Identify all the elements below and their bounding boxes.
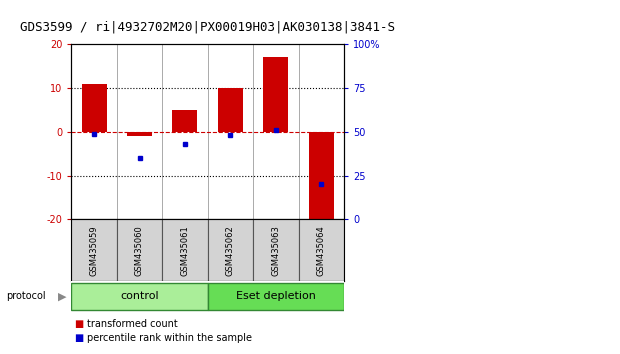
Bar: [208, 219, 253, 281]
Text: Eset depletion: Eset depletion: [236, 291, 316, 301]
Bar: [218, 88, 243, 132]
Bar: [162, 219, 208, 281]
Text: transformed count: transformed count: [87, 319, 177, 329]
Bar: [299, 219, 344, 281]
Text: GDS3599 / ri|4932702M20|PX00019H03|AK030138|3841-S: GDS3599 / ri|4932702M20|PX00019H03|AK030…: [20, 21, 395, 34]
Bar: [264, 57, 288, 132]
Bar: [208, 283, 344, 310]
Text: percentile rank within the sample: percentile rank within the sample: [87, 333, 252, 343]
Bar: [253, 219, 299, 281]
Bar: [309, 132, 334, 219]
Text: protocol: protocol: [6, 291, 46, 302]
Text: ■: ■: [74, 319, 84, 329]
Bar: [117, 219, 162, 281]
Bar: [71, 283, 208, 310]
Bar: [127, 132, 152, 136]
Bar: [82, 84, 107, 132]
Text: control: control: [120, 291, 159, 301]
Bar: [172, 110, 197, 132]
Text: ▶: ▶: [58, 291, 66, 302]
Text: GSM435064: GSM435064: [317, 225, 326, 276]
Bar: [71, 219, 117, 281]
Text: GSM435063: GSM435063: [272, 225, 280, 276]
Text: ■: ■: [74, 333, 84, 343]
Text: GSM435059: GSM435059: [89, 225, 99, 276]
Text: GSM435062: GSM435062: [226, 225, 235, 276]
Text: GSM435061: GSM435061: [180, 225, 190, 276]
Text: GSM435060: GSM435060: [135, 225, 144, 276]
